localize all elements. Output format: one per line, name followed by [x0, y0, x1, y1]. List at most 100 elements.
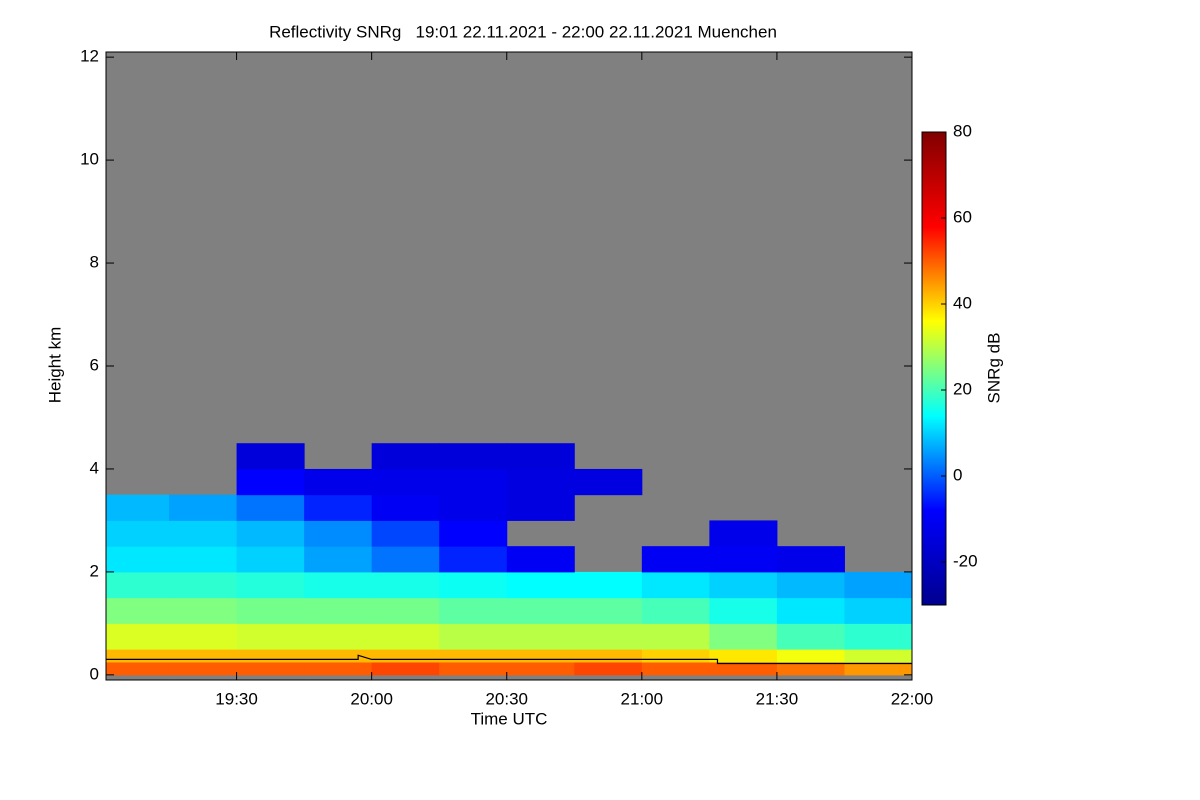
heatmap-cell	[574, 623, 643, 650]
heatmap-cell	[506, 494, 575, 521]
y-tick-label: 2	[90, 561, 99, 580]
heatmap-cell	[236, 571, 305, 599]
heatmap-cell	[169, 597, 238, 624]
heatmap-cell	[709, 520, 778, 547]
heatmap-cell	[439, 661, 508, 676]
y-axis-label: Height km	[45, 327, 64, 404]
overlay-line	[106, 654, 912, 665]
heatmap-cell	[304, 623, 373, 650]
heatmap-cell	[844, 597, 913, 624]
heatmap-cell	[709, 597, 778, 624]
heatmap-cell	[574, 468, 643, 496]
heatmap-cell	[574, 571, 643, 599]
heatmap-cell	[709, 571, 778, 599]
heatmap-cell	[439, 571, 508, 599]
heatmap-cell	[371, 546, 440, 573]
heatmap-cell	[844, 661, 913, 676]
heatmap-cell	[574, 597, 643, 624]
heatmap-cell	[844, 623, 913, 650]
heatmap-cell	[709, 623, 778, 650]
heatmap-cell	[574, 661, 643, 676]
y-tick-label: 12	[80, 47, 99, 66]
heatmap-cell	[304, 468, 373, 496]
heatmap-cell	[439, 494, 508, 521]
heatmap-cell	[506, 468, 575, 496]
heatmap-cell	[169, 661, 238, 676]
heatmap-cell	[304, 494, 373, 521]
heatmap-cell	[439, 443, 508, 470]
colorbar-tick-label: 0	[953, 465, 962, 484]
heatmap-cell	[371, 623, 440, 650]
heatmap-cell	[506, 623, 575, 650]
heatmap-cell	[106, 520, 170, 547]
colorbar-tick-label: 80	[953, 121, 972, 140]
heatmap-cell	[304, 649, 373, 663]
heatmap-cell	[776, 546, 845, 573]
heatmap-cell	[236, 520, 305, 547]
heatmap-cell	[439, 468, 508, 496]
heatmap-cell	[304, 546, 373, 573]
heatmap-cell	[236, 623, 305, 650]
heatmap-cell	[371, 661, 440, 676]
heatmap-cell	[236, 546, 305, 573]
heatmap-cell	[106, 546, 170, 573]
heatmap-cell	[641, 623, 710, 650]
heatmap-cell	[776, 661, 845, 676]
heatmap-cell	[106, 494, 170, 521]
heatmap-cell	[439, 546, 508, 573]
heatmap-cell	[236, 443, 305, 470]
heatmap-cell	[439, 649, 508, 663]
heatmap-cell	[776, 571, 845, 599]
heatmap-cell	[106, 649, 170, 663]
x-tick-label: 20:00	[350, 689, 393, 708]
heatmap-cell	[776, 623, 845, 650]
heatmap-cell	[709, 661, 778, 676]
heatmap-cell	[304, 597, 373, 624]
colorbar-tick-label: 40	[953, 293, 972, 312]
colorbar-tick-label: 20	[953, 379, 972, 398]
heatmap-cell	[439, 623, 508, 650]
heatmap-cell	[709, 649, 778, 663]
heatmap-cell	[236, 661, 305, 676]
heatmap-cell	[506, 443, 575, 470]
heatmap-cell	[371, 597, 440, 624]
heatmap-cell	[506, 649, 575, 663]
heatmap-cell	[169, 546, 238, 573]
heatmap-cell	[106, 571, 170, 599]
colorbar-tick-label: 60	[953, 207, 972, 226]
heatmap-cell	[169, 494, 238, 521]
heatmap-cell	[371, 571, 440, 599]
heatmap-cell	[641, 571, 710, 599]
heatmap-cell	[371, 520, 440, 547]
heatmap-cell	[776, 597, 845, 624]
heatmap-cell	[106, 623, 170, 650]
x-axis-label: Time UTC	[471, 709, 548, 728]
heatmap-cell	[169, 649, 238, 663]
heatmap-cell	[236, 649, 305, 663]
heatmap-cell	[236, 494, 305, 521]
y-tick-label: 8	[90, 253, 99, 272]
heatmap-cell	[506, 597, 575, 624]
heatmap-cell	[776, 649, 845, 663]
heatmap-cell	[304, 571, 373, 599]
colorbar-label: SNRg dB	[984, 333, 1003, 404]
heatmap-cell	[506, 546, 575, 573]
heatmap-cell	[439, 520, 508, 547]
chart-title: Reflectivity SNRg 19:01 22.11.2021 - 22:…	[269, 22, 777, 41]
heatmap-cell	[641, 661, 710, 676]
y-tick-label: 10	[80, 150, 99, 169]
heatmap-cell	[106, 661, 170, 676]
colorbar-tick-label: -20	[953, 551, 978, 570]
heatmap-cell	[371, 494, 440, 521]
heatmap-cell	[574, 649, 643, 663]
heatmap-cell	[304, 520, 373, 547]
heatmap-cell	[169, 571, 238, 599]
heatmap-cell	[506, 571, 575, 599]
x-tick-label: 19:30	[215, 689, 258, 708]
heatmap-cell	[169, 623, 238, 650]
heatmap-cell	[641, 649, 710, 663]
heatmap-cell	[709, 546, 778, 573]
x-tick-label: 21:30	[756, 689, 799, 708]
heatmap-cell	[506, 661, 575, 676]
